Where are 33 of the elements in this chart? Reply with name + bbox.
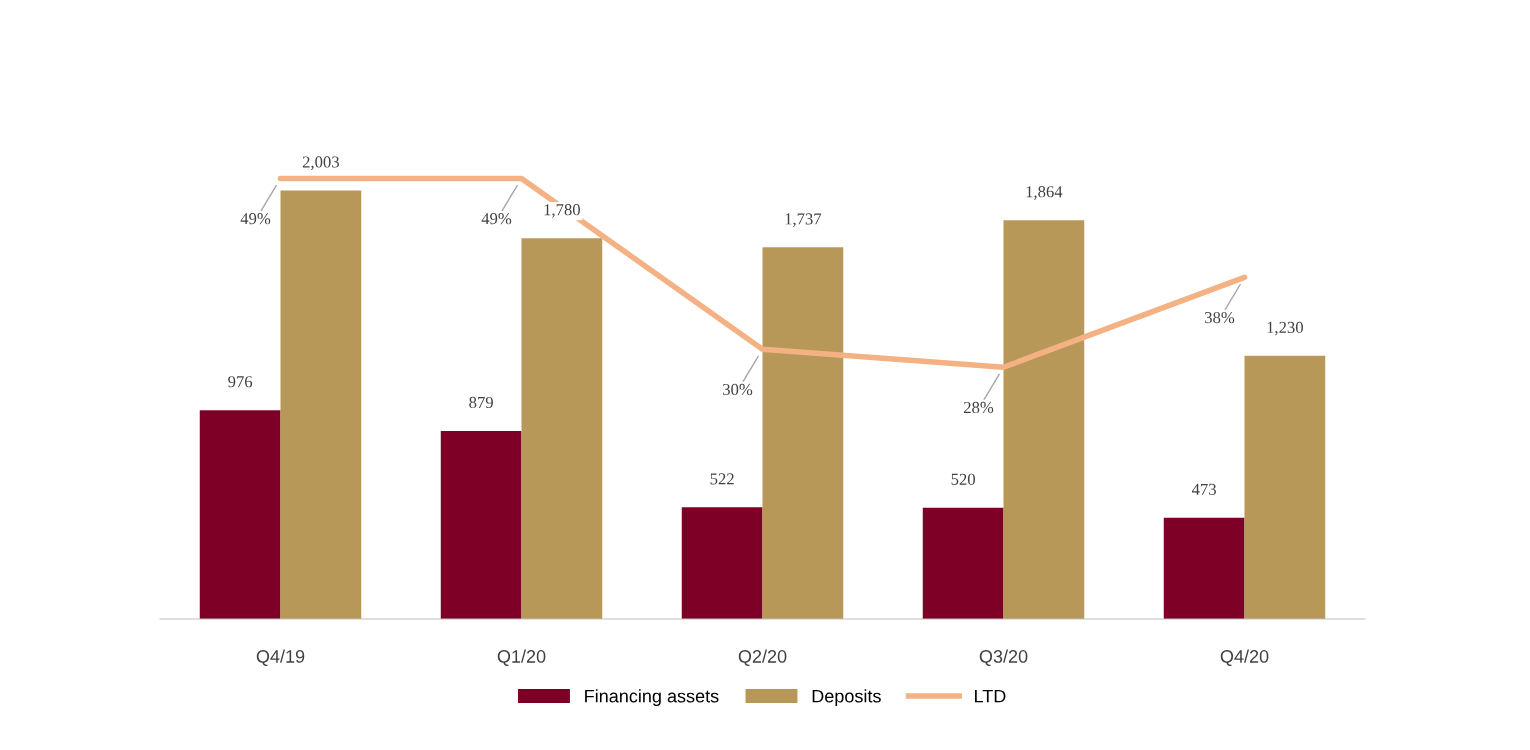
data-label: 38%: [1205, 311, 1235, 324]
data-label: 1,864: [1026, 186, 1063, 200]
data-label: 30%: [723, 383, 753, 396]
bar: [681, 507, 763, 619]
bar: [1003, 220, 1085, 619]
data-label: 28%: [963, 401, 994, 414]
x-tick-label: Q4/19: [256, 649, 305, 667]
data-label: 1,780: [544, 204, 580, 218]
legend-label: Financing assets: [585, 689, 719, 707]
data-label: 1,737: [785, 213, 822, 227]
data-label: 520: [951, 473, 975, 485]
bar: [1163, 517, 1245, 619]
legend-label: Deposits: [812, 689, 881, 707]
bar: [922, 507, 1004, 619]
data-label: 49%: [481, 213, 512, 225]
bar: [280, 190, 362, 619]
data-label: 1,230: [1267, 321, 1303, 336]
x-tick-label: Q4/20: [1220, 649, 1269, 667]
data-label: 473: [1191, 483, 1216, 495]
x-tick-label: Q1/20: [497, 649, 546, 667]
x-tick-label: Q3/20: [979, 649, 1028, 667]
x-tick-label: Q2/20: [738, 649, 787, 667]
data-label: 879: [469, 396, 493, 409]
bar: [199, 410, 281, 619]
bar: [1244, 355, 1326, 619]
data-label: 2,003: [302, 156, 339, 170]
data-label: 976: [228, 376, 253, 388]
bar: [440, 430, 522, 619]
bar: [762, 247, 844, 619]
legend-label: LTD: [975, 689, 1006, 703]
data-label: 522: [710, 473, 734, 485]
data-label: 49%: [240, 213, 271, 225]
bar: [521, 238, 603, 619]
